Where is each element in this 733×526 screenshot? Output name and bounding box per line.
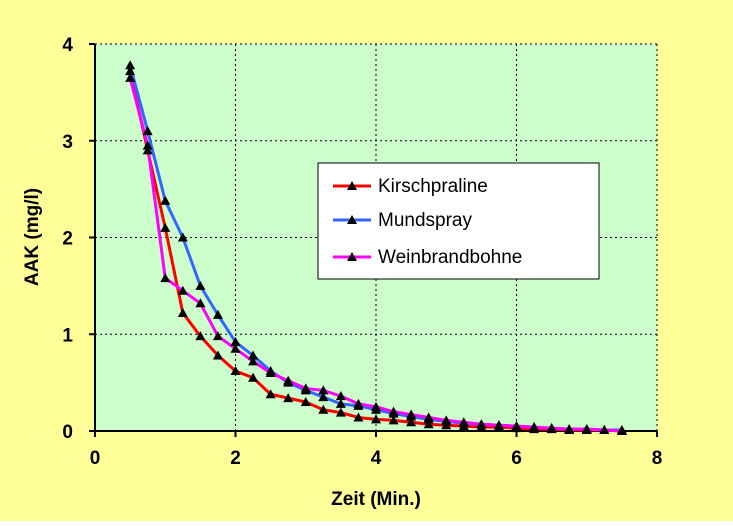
- data-point-weinbrandbohne: [177, 285, 188, 295]
- data-point-weinbrandbohne: [212, 331, 223, 341]
- data-point-weinbrandbohne: [142, 140, 153, 150]
- x-axis-label: Zeit (Min.): [331, 489, 421, 510]
- data-point-weinbrandbohne: [599, 425, 610, 435]
- legend-label-mundspray: Mundspray: [378, 210, 472, 231]
- data-point-weinbrandbohne: [371, 401, 381, 411]
- data-point-mundspray: [195, 280, 206, 290]
- data-point-kirschpraline: [212, 350, 223, 360]
- data-point-weinbrandbohne: [581, 424, 592, 434]
- y-tick-label: 1: [62, 325, 73, 346]
- x-tick-label: 8: [652, 448, 663, 469]
- data-point-mundspray: [318, 392, 329, 402]
- y-tick-label: 2: [62, 229, 73, 250]
- data-point-weinbrandbohne: [458, 417, 469, 427]
- legend: Kirschpraline Mundspray Weinbrandbohne: [317, 162, 600, 280]
- legend-marker: [347, 181, 357, 190]
- data-point-weinbrandbohne: [230, 343, 241, 353]
- data-point-weinbrandbohne: [476, 419, 487, 429]
- data-point-mundspray: [335, 398, 346, 408]
- data-point-weinbrandbohne: [125, 72, 136, 82]
- data-point-kirschpraline: [248, 372, 259, 382]
- data-point-kirschpraline: [195, 331, 206, 341]
- data-point-weinbrandbohne: [546, 423, 557, 433]
- data-point-kirschpraline: [371, 414, 381, 424]
- x-tick-label: 6: [511, 448, 522, 469]
- x-tick-label: 0: [90, 448, 101, 469]
- data-point-kirschpraline: [388, 415, 399, 425]
- y-axis-label: AAK (mg/l): [22, 188, 43, 286]
- data-point-mundspray: [177, 232, 188, 242]
- legend-item-mundspray: Mundspray: [333, 210, 472, 231]
- legend-item-kirschpraline: Kirschpraline: [333, 176, 488, 197]
- data-point-weinbrandbohne: [335, 391, 346, 401]
- data-point-mundspray: [230, 336, 241, 346]
- legend-marker: [347, 215, 357, 224]
- data-point-weinbrandbohne: [406, 409, 417, 419]
- data-point-kirschpraline: [423, 419, 434, 429]
- data-point-kirschpraline: [335, 407, 346, 417]
- series-layer: [125, 60, 627, 435]
- data-point-mundspray: [160, 195, 171, 205]
- data-point-kirschpraline: [142, 145, 153, 155]
- data-point-weinbrandbohne: [511, 421, 522, 431]
- data-point-kirschpraline: [125, 66, 136, 76]
- data-point-weinbrandbohne: [441, 415, 452, 425]
- markers-weinbrandbohne: [125, 72, 627, 435]
- legend-item-weinbrandbohne: Weinbrandbohne: [333, 247, 522, 268]
- data-point-kirschpraline: [177, 307, 188, 317]
- data-point-weinbrandbohne: [564, 424, 575, 434]
- data-point-weinbrandbohne: [195, 298, 206, 308]
- data-point-weinbrandbohne: [423, 412, 434, 422]
- data-point-kirschpraline: [160, 222, 171, 232]
- data-point-weinbrandbohne: [493, 420, 504, 430]
- x-tick-label: 4: [371, 448, 382, 469]
- y-tick-label: 4: [62, 35, 73, 56]
- data-point-weinbrandbohne: [388, 406, 399, 416]
- data-point-weinbrandbohne: [265, 367, 276, 377]
- y-tick-label: 0: [62, 422, 73, 443]
- data-point-kirschpraline: [300, 396, 311, 406]
- data-point-mundspray: [212, 309, 223, 319]
- data-point-kirschpraline: [353, 412, 364, 422]
- data-point-weinbrandbohne: [300, 383, 311, 393]
- data-point-kirschpraline: [230, 366, 241, 376]
- data-point-weinbrandbohne: [248, 356, 259, 366]
- data-point-mundspray: [125, 60, 136, 70]
- data-point-kirschpraline: [406, 417, 417, 427]
- data-point-weinbrandbohne: [529, 422, 540, 432]
- data-point-kirschpraline: [283, 393, 294, 403]
- x-tick-label: 2: [230, 448, 241, 469]
- legend-label-kirschpraline: Kirschpraline: [378, 176, 488, 197]
- data-point-weinbrandbohne: [283, 375, 294, 385]
- legend-label-weinbrandbohne: Weinbrandbohne: [378, 247, 522, 268]
- data-point-mundspray: [142, 126, 153, 136]
- data-point-mundspray: [248, 350, 259, 360]
- y-tick-label: 3: [62, 132, 73, 153]
- data-point-weinbrandbohne: [353, 398, 364, 408]
- data-point-weinbrandbohne: [160, 273, 171, 283]
- data-point-kirschpraline: [318, 404, 329, 414]
- data-point-kirschpraline: [265, 389, 276, 399]
- data-point-weinbrandbohne: [616, 426, 627, 435]
- data-point-weinbrandbohne: [318, 385, 329, 395]
- tick-labels: 0 2 4 6 8 0 1 2 3 4: [62, 35, 662, 469]
- legend-marker: [347, 252, 357, 261]
